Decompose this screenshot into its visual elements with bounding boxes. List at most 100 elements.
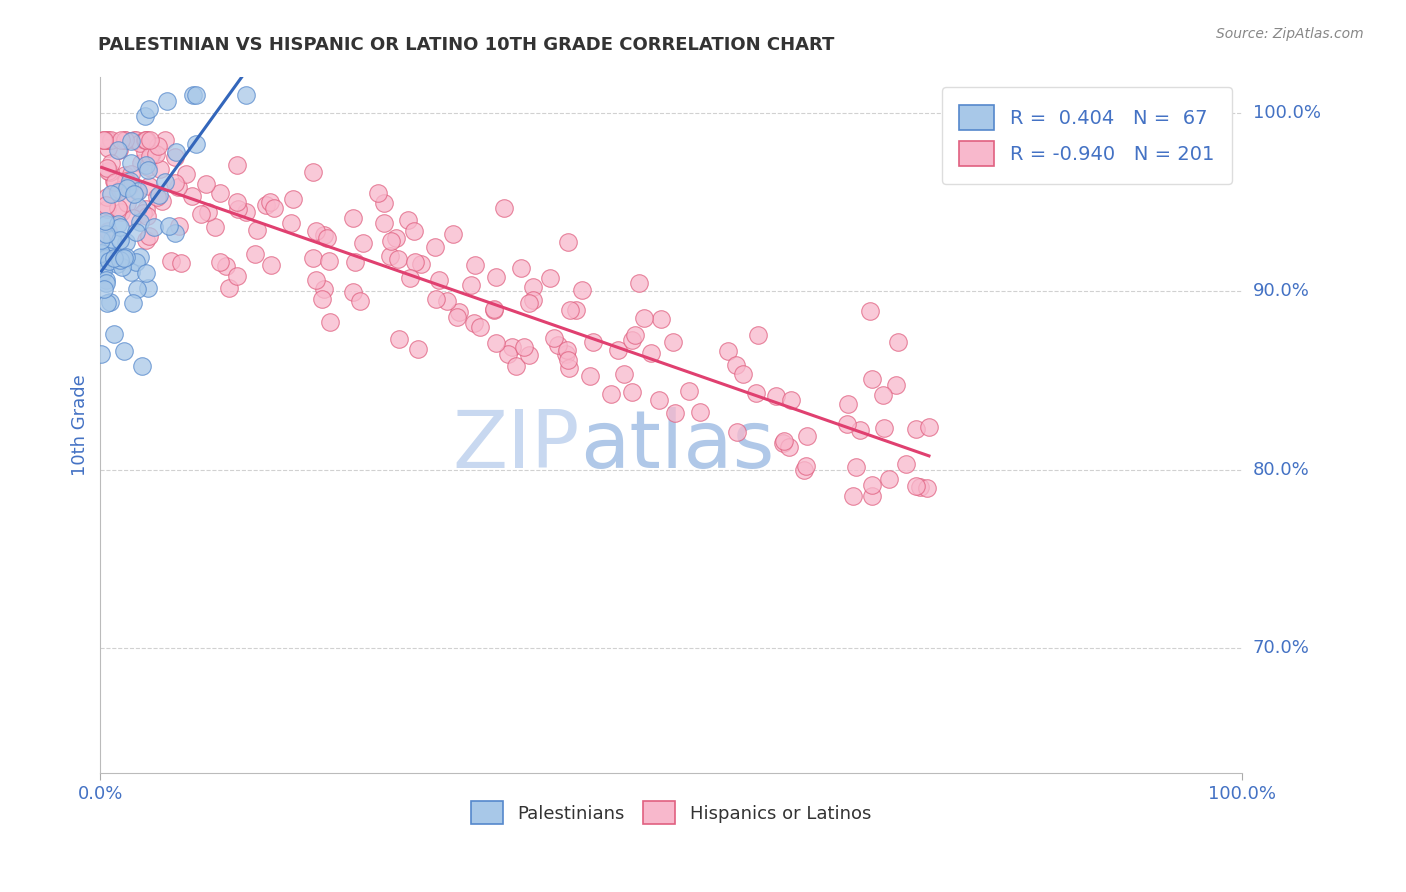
Point	[215, 259, 238, 273]
Point	[111, 260, 134, 275]
Point	[259, 195, 281, 210]
Point	[135, 233, 157, 247]
Point	[94, 273, 117, 287]
Point	[877, 471, 900, 485]
Point	[837, 397, 859, 411]
Point	[90, 347, 112, 361]
Point	[136, 281, 159, 295]
Point	[156, 94, 179, 108]
Point	[399, 271, 422, 285]
Point	[406, 342, 429, 356]
Point	[97, 133, 120, 147]
Point	[153, 133, 176, 147]
Point	[128, 250, 150, 264]
Point	[93, 133, 115, 147]
Point	[125, 255, 148, 269]
Point	[93, 282, 115, 296]
Point	[772, 434, 794, 448]
Point	[501, 340, 523, 354]
Point	[318, 315, 340, 329]
Point	[132, 206, 155, 220]
Point	[108, 219, 131, 234]
Point	[423, 240, 446, 254]
Point	[733, 367, 755, 381]
Point	[446, 310, 468, 324]
Point	[689, 405, 711, 419]
Point	[107, 201, 129, 215]
Point	[373, 216, 395, 230]
Point	[281, 192, 304, 206]
Point	[558, 303, 581, 318]
Point	[96, 161, 118, 175]
Point	[108, 233, 131, 247]
Point	[94, 214, 117, 228]
Point	[425, 292, 447, 306]
Point	[176, 167, 198, 181]
Text: 100.0%: 100.0%	[1253, 104, 1320, 122]
Point	[441, 227, 464, 241]
Point	[129, 136, 152, 151]
Point	[107, 185, 129, 199]
Point	[108, 144, 131, 158]
Point	[226, 195, 249, 210]
Point	[145, 146, 167, 161]
Point	[613, 367, 636, 381]
Point	[127, 184, 149, 198]
Point	[263, 201, 285, 215]
Point	[91, 263, 114, 277]
Point	[115, 181, 138, 195]
Point	[779, 392, 801, 407]
Point	[90, 267, 112, 281]
Point	[235, 205, 257, 219]
Text: Source: ZipAtlas.com: Source: ZipAtlas.com	[1216, 27, 1364, 41]
Point	[235, 88, 257, 103]
Point	[94, 217, 117, 231]
Point	[208, 186, 231, 200]
Point	[662, 335, 685, 350]
Point	[620, 385, 643, 400]
Point	[427, 273, 450, 287]
Point	[859, 304, 882, 318]
Point	[218, 281, 240, 295]
Text: atlas: atlas	[579, 407, 775, 485]
Point	[181, 88, 204, 103]
Point	[873, 421, 896, 435]
Point	[204, 220, 226, 235]
Point	[311, 292, 333, 306]
Point	[100, 294, 122, 309]
Point	[664, 405, 686, 419]
Point	[90, 229, 112, 244]
Point	[146, 138, 169, 153]
Point	[190, 207, 212, 221]
Point	[120, 134, 142, 148]
Point	[910, 480, 932, 494]
Point	[558, 361, 581, 376]
Point	[146, 190, 169, 204]
Point	[115, 179, 138, 194]
Point	[349, 294, 371, 309]
Point	[165, 177, 187, 191]
Point	[111, 251, 134, 265]
Text: 70.0%: 70.0%	[1253, 639, 1309, 657]
Point	[402, 224, 425, 238]
Point	[153, 175, 176, 189]
Point	[122, 211, 145, 226]
Point	[131, 359, 153, 374]
Point	[745, 385, 768, 400]
Point	[96, 296, 118, 310]
Point	[138, 178, 160, 193]
Point	[793, 463, 815, 477]
Point	[905, 422, 928, 436]
Point	[120, 167, 142, 181]
Point	[184, 88, 207, 103]
Point	[165, 226, 187, 240]
Point	[114, 169, 136, 183]
Point	[600, 387, 623, 401]
Point	[97, 225, 120, 239]
Point	[134, 133, 156, 147]
Point	[640, 346, 662, 360]
Point	[115, 174, 138, 188]
Point	[352, 236, 374, 251]
Point	[100, 156, 122, 170]
Point	[505, 359, 527, 373]
